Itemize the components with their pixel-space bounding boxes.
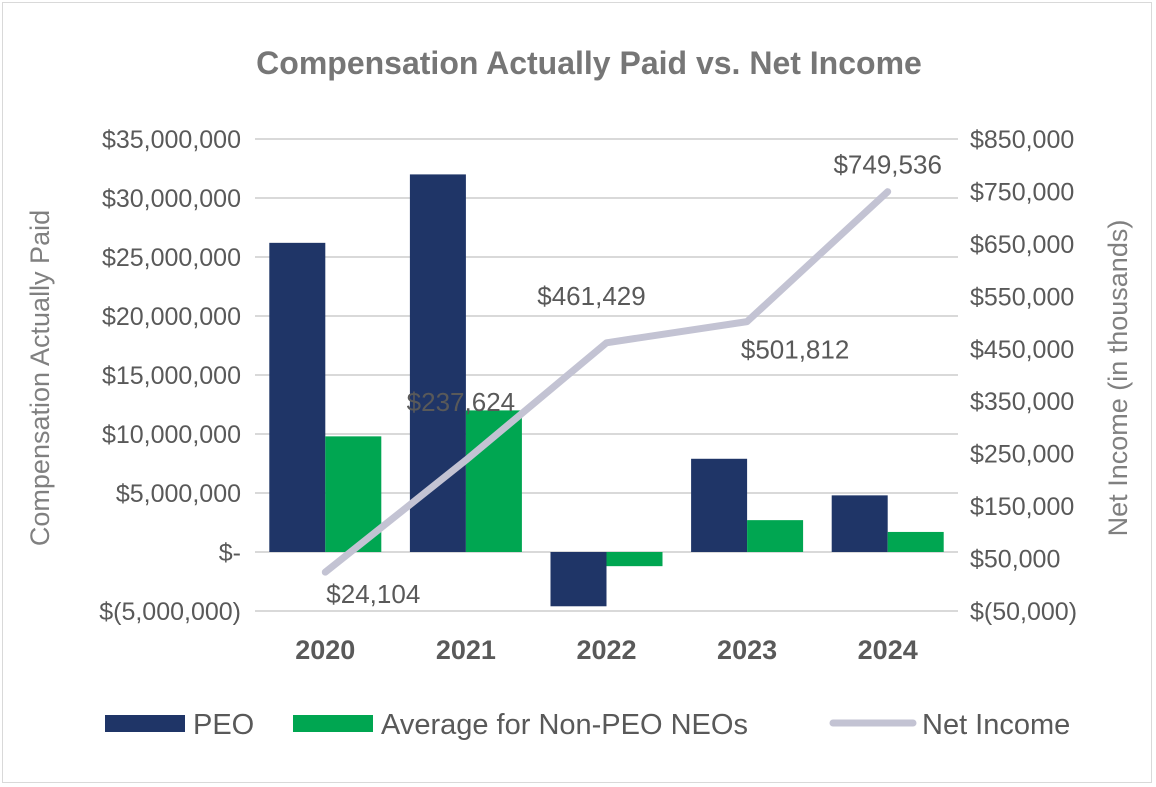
left-axis-ticks: $35,000,000 $30,000,000 $25,000,000 $20,000… [99,126,241,626]
legend-label-0: PEO [193,709,254,741]
net-income-label-2024: $749,536 [833,150,941,180]
y-tick-label: $(5,000,000) [99,598,241,626]
non-peo-bar-2023 [747,520,804,552]
net-income-label-2021: $237,624 [407,387,515,417]
x-axis-ticks: 2020 2021 2022 2023 2024 [295,635,917,665]
y2-axis-title: Net Income (in thousands) [1103,220,1133,537]
right-axis-ticks: $850,000 $750,000 $650,000 $550,000 $450,000… [970,126,1077,626]
gridlines [255,138,958,612]
bars [269,174,944,607]
y-tick-label: $30,000,000 [102,185,241,213]
y-tick-label: $10,000,000 [102,421,241,449]
x-tick-label: 2024 [858,635,918,665]
legend-label-1: Average for Non-PEO NEOs [381,709,748,741]
legend-swatch-1 [293,715,373,732]
y2-tick-label: $(50,000) [970,598,1077,626]
y2-tick-label: $250,000 [970,441,1074,469]
x-tick-label: 2020 [295,635,355,665]
y-tick-label: $15,000,000 [102,362,241,390]
non-peo-bar-2021 [465,410,522,552]
net-income-label-2023: $501,812 [741,335,849,365]
y-tick-label: $20,000,000 [102,303,241,331]
peo-bar-2024 [831,495,888,552]
peo-bar-2023 [691,458,748,552]
x-tick-label: 2021 [436,635,496,665]
x-tick-label: 2023 [717,635,777,665]
y2-tick-label: $650,000 [970,231,1074,259]
y-tick-label: $- [219,539,241,567]
y2-tick-label: $150,000 [970,493,1074,521]
net-income-label-2020: $24,104 [326,579,420,609]
y-tick-label: $5,000,000 [116,480,241,508]
non-peo-bar-2024 [887,531,944,552]
y-tick-label: $25,000,000 [102,244,241,272]
y2-tick-label: $450,000 [970,336,1074,364]
peo-bar-2020 [269,242,326,552]
chart-title: Compensation Actually Paid vs. Net Incom… [256,45,922,81]
data-labels: $24,104 $237,624 $461,429 $501,812 $749,536 [326,150,942,609]
non-peo-bar-2022 [606,552,663,567]
peo-bar-2022 [550,552,607,607]
legend-label-2: Net Income [922,709,1070,741]
net-income-line [321,188,892,576]
peo-bar-2021 [409,174,466,552]
y-tick-label: $35,000,000 [102,126,241,154]
x-tick-label: 2022 [576,635,636,665]
legend-swatch-0 [105,715,185,732]
y2-tick-label: $550,000 [970,283,1074,311]
net-income-line-group [321,188,892,576]
legend: PEO Average for Non-PEO NEOs Net Income [105,709,1070,741]
y2-tick-label: $50,000 [970,546,1060,574]
y-axis-title: Compensation Actually Paid [25,210,55,546]
y2-tick-label: $750,000 [970,178,1074,206]
net-income-label-2022: $461,429 [537,281,645,311]
y2-tick-label: $850,000 [970,126,1074,154]
y2-tick-label: $350,000 [970,388,1074,416]
